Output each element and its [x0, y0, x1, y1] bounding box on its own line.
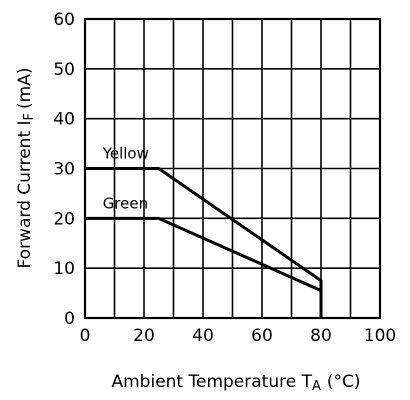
y-tick-label: 40 [53, 110, 75, 130]
y-tick-labels: 0 10 20 30 40 50 60 [53, 10, 75, 329]
series-labels: Yellow Green [102, 145, 149, 213]
x-axis-title: Ambient Temperature TA (°C) [111, 372, 360, 394]
x-tick-label: 60 [251, 326, 273, 346]
y-axis-title: Forward Current IF(mA) [15, 68, 37, 269]
y-tick-label: 10 [53, 259, 75, 279]
x-tick-label: 100 [364, 326, 396, 346]
x-tick-label: 80 [310, 326, 332, 346]
y-tick-label: 50 [53, 60, 75, 80]
x-tick-label: 40 [192, 326, 214, 346]
series-line-green [85, 216, 323, 318]
y-tick-label: 20 [53, 209, 75, 229]
y-tick-label: 0 [64, 309, 75, 329]
series-lines [85, 167, 323, 318]
x-tick-labels: 0 20 40 60 80 100 [80, 326, 397, 346]
series-label-yellow: Yellow [102, 145, 149, 163]
y-tick-label: 60 [53, 10, 75, 30]
x-tick-label: 0 [80, 326, 91, 346]
plot-frame [83, 17, 382, 320]
y-tick-label: 30 [53, 160, 75, 180]
series-label-green: Green [103, 194, 148, 212]
x-tick-label: 20 [133, 326, 155, 346]
